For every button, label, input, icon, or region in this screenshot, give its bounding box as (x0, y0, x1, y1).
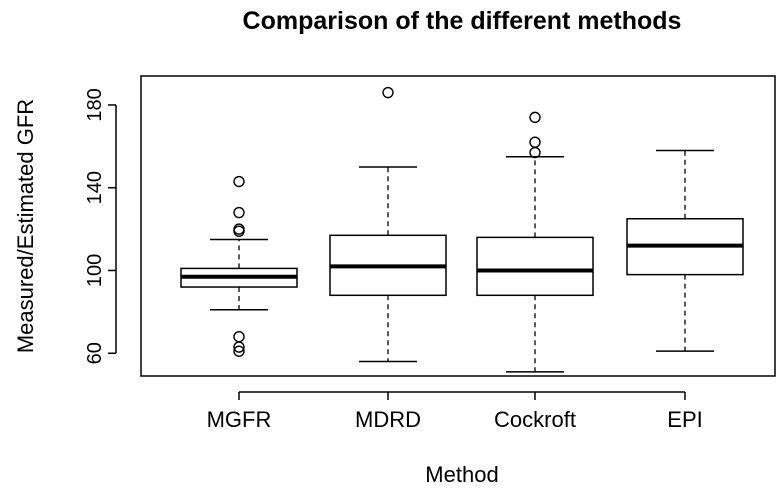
y-tick-label: 100 (84, 254, 106, 287)
y-axis: 60 100 140 180 (84, 88, 117, 364)
boxes-group (180, 86, 744, 373)
x-axis-label: Method (425, 462, 498, 487)
plot-frame (140, 75, 776, 377)
y-tick-label: 60 (84, 342, 106, 364)
x-tick-label: MGFR (207, 407, 272, 432)
y-tick-label: 140 (84, 171, 106, 204)
outlier-point (529, 136, 541, 148)
x-tick-label: MDRD (355, 407, 421, 432)
x-tick-label: EPI (667, 407, 702, 432)
outlier-point (529, 111, 541, 124)
x-tick-label: Cockroft (494, 407, 576, 432)
box-mgfr (180, 175, 298, 357)
outlier-point (233, 223, 245, 235)
y-axis-label: Measured/Estimated GFR (13, 99, 38, 353)
box-iqr (476, 236, 594, 297)
outlier-point (233, 206, 245, 219)
x-axis: MGFR MDRD Cockroft EPI (207, 391, 703, 432)
y-tick-label: 180 (84, 88, 106, 121)
outlier-point (233, 175, 245, 188)
outlier-point (233, 345, 245, 357)
outlier-point (233, 330, 245, 343)
box-cockroft (476, 111, 594, 373)
box-epi (626, 149, 744, 352)
chart-title: Comparison of the different methods (243, 7, 682, 35)
box-mdrd (329, 86, 447, 363)
outlier-point (382, 86, 394, 99)
